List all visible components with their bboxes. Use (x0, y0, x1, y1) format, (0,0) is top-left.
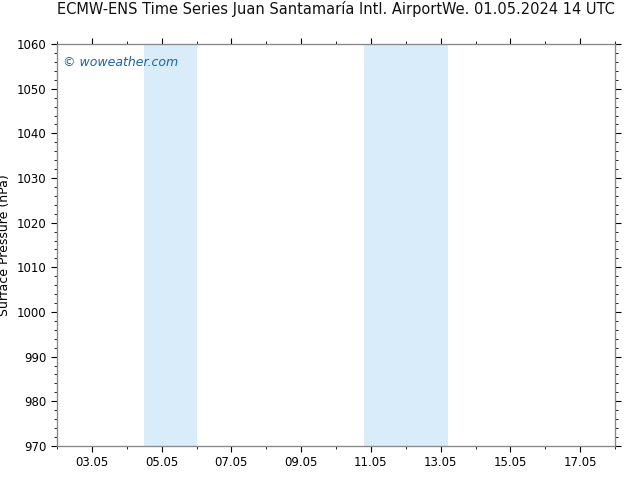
Bar (399, 44, 448, 446)
Bar (364, 44, 399, 446)
Bar (179, 44, 197, 446)
Y-axis label: Surface Pressure (hPa): Surface Pressure (hPa) (0, 174, 11, 316)
Text: ECMW-ENS Time Series Juan Santamaría Intl. Airport: ECMW-ENS Time Series Juan Santamaría Int… (57, 1, 442, 17)
Text: We. 01.05.2024 14 UTC: We. 01.05.2024 14 UTC (442, 2, 615, 17)
Text: © woweather.com: © woweather.com (63, 56, 178, 69)
Bar (145, 44, 179, 446)
